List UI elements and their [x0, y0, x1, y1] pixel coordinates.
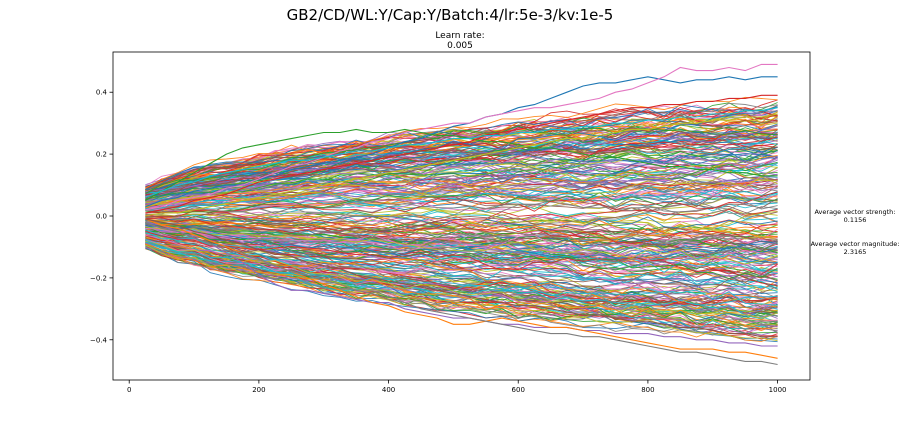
- y-tick-label: −0.2: [90, 274, 107, 282]
- x-tick-label: 1000: [769, 386, 787, 394]
- run-line: [145, 146, 778, 201]
- run-line: [145, 185, 778, 211]
- figure-suptitle: GB2/CD/WL:Y/Cap:Y/Batch:4/lr:5e-3/kv:1e-…: [286, 6, 614, 24]
- strength-label: Average vector strength:: [814, 208, 896, 216]
- series-line: [145, 128, 778, 201]
- series-line: [145, 107, 778, 198]
- run-line: [145, 232, 778, 290]
- run-line: [145, 195, 778, 220]
- run-line: [145, 107, 778, 190]
- series-line: [145, 63, 778, 211]
- magnitude-value: 2.3165: [843, 248, 867, 256]
- magnitude-annotation: Average vector magnitude: 2.3165: [808, 240, 900, 256]
- run-line: [145, 158, 778, 206]
- run-line: [145, 161, 778, 200]
- run-line: [145, 235, 778, 294]
- run-line: [145, 241, 778, 331]
- y-tick-label: −0.4: [90, 336, 108, 344]
- strength-value: 0.1156: [843, 216, 867, 224]
- strength-annotation: Average vector strength: 0.1156: [808, 208, 900, 224]
- run-line: [145, 248, 778, 331]
- run-line: [145, 230, 778, 275]
- run-line: [145, 243, 778, 342]
- run-line: [145, 227, 778, 271]
- series-line: [145, 94, 778, 214]
- run-line: [145, 236, 778, 308]
- run-line: [145, 221, 778, 240]
- run-line: [145, 245, 778, 334]
- axes-title-label: Learn rate:: [435, 31, 485, 41]
- series-line: [145, 218, 778, 338]
- x-tick-label: 800: [641, 386, 654, 394]
- run-line: [145, 194, 778, 218]
- series-lines: [145, 63, 778, 366]
- run-line: [145, 240, 778, 304]
- run-line: [145, 244, 778, 342]
- run-line: [145, 216, 778, 253]
- run-line: [145, 125, 778, 194]
- run-line: [145, 125, 778, 192]
- run-line: [145, 231, 778, 291]
- x-tick-label: 200: [252, 386, 265, 394]
- run-line: [145, 192, 778, 213]
- runs-bundle: [145, 96, 778, 343]
- y-tick-label: 0.4: [96, 89, 108, 97]
- y-tick-label: 0.0: [96, 213, 107, 221]
- run-line: [145, 192, 778, 214]
- x-tick-label: 600: [512, 386, 525, 394]
- run-line: [145, 107, 778, 188]
- run-line: [145, 227, 778, 262]
- run-line: [145, 158, 778, 208]
- run-line: [145, 156, 778, 205]
- x-tick-label: 0: [127, 386, 131, 394]
- run-line: [145, 239, 778, 306]
- run-line: [145, 240, 778, 319]
- run-line: [145, 180, 778, 206]
- run-line: [145, 242, 778, 327]
- run-line: [145, 191, 778, 214]
- run-line: [145, 155, 778, 202]
- run-line: [145, 226, 778, 281]
- y-axis: −0.4 −0.2 0.0 0.2 0.4: [90, 89, 113, 344]
- run-line: [145, 212, 778, 242]
- run-line: [145, 111, 778, 192]
- run-line: [145, 217, 778, 244]
- series-line: [145, 221, 778, 366]
- series-line: [145, 113, 778, 217]
- run-line: [145, 223, 778, 256]
- series-line: [145, 221, 778, 347]
- run-line: [145, 243, 778, 326]
- run-line: [145, 144, 778, 200]
- run-line: [145, 166, 778, 203]
- run-line: [145, 226, 778, 265]
- run-line: [145, 120, 778, 192]
- magnitude-label: Average vector magnitude:: [810, 240, 900, 248]
- run-line: [145, 226, 778, 279]
- run-line: [145, 230, 778, 273]
- run-line: [145, 128, 778, 194]
- run-line: [145, 139, 778, 197]
- axes-title-value: 0.005: [447, 41, 473, 51]
- run-line: [145, 153, 778, 204]
- run-line: [145, 96, 778, 189]
- run-line: [145, 208, 778, 231]
- run-line: [145, 184, 778, 210]
- run-line: [145, 219, 778, 245]
- x-axis: 0 200 400 600 800 1000: [127, 380, 787, 394]
- run-line: [145, 218, 778, 249]
- run-line: [145, 223, 778, 263]
- y-tick-label: 0.2: [96, 151, 107, 159]
- axes-title: Learn rate: 0.005: [360, 31, 560, 51]
- x-tick-label: 400: [382, 386, 395, 394]
- run-line: [145, 235, 778, 286]
- run-line: [145, 223, 778, 258]
- run-line: [145, 243, 778, 329]
